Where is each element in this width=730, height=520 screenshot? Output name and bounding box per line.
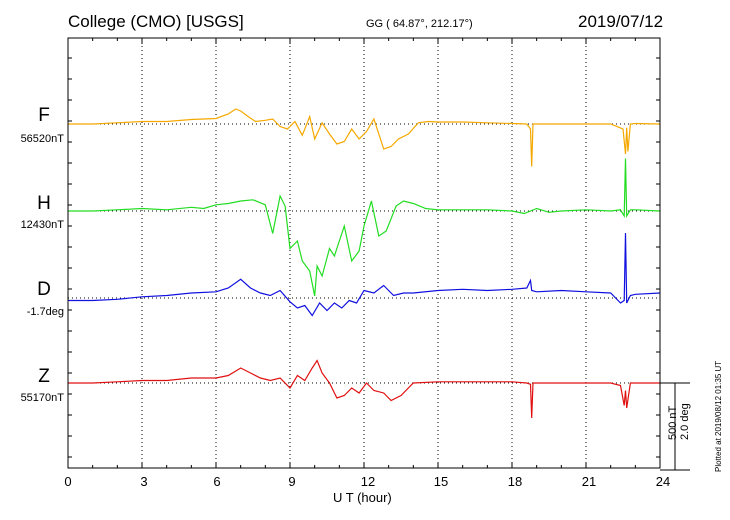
x-axis-label: U T (hour) [333, 490, 392, 505]
x-tick-label: 3 [140, 474, 148, 489]
baseline-label-H: 12430nT [20, 219, 64, 231]
series-group [68, 108, 661, 419]
series-line-D [68, 232, 661, 317]
x-tick-label: 0 [64, 474, 72, 489]
series-line-F [68, 108, 661, 167]
scale-bar [660, 382, 690, 471]
plot-frame [67, 37, 661, 469]
x-tick-label: 12 [360, 474, 376, 489]
x-tick-label: 9 [288, 474, 296, 489]
baseline-lines [68, 123, 660, 384]
label-H: H [37, 193, 51, 214]
x-tick-label: 6 [213, 474, 221, 489]
x-tick-label: 21 [581, 474, 597, 489]
baseline-label-D: -1.7deg [26, 306, 64, 318]
x-tick-label: 24 [655, 474, 671, 489]
date-label: 2019/07/12 [578, 12, 664, 31]
grid-lines [141, 38, 587, 468]
label-D: D [37, 279, 51, 300]
series-line-H [68, 158, 661, 297]
baseline-label-F: 56520nT [20, 133, 64, 145]
coordinates-label: GG ( 64.87°, 212.17°) [366, 18, 473, 30]
x-tick-label: 15 [433, 474, 449, 489]
label-Z: Z [38, 366, 50, 387]
baseline-label-Z: 55170nT [20, 392, 64, 404]
plotted-at-label: Plotted at 2019/08/12 01:35 UT [714, 360, 723, 472]
scale-nt: 500 nT [667, 405, 679, 440]
x-tick-label: 18 [507, 474, 523, 489]
label-F: F [38, 105, 50, 126]
station-title: College (CMO) [USGS] [68, 12, 244, 31]
scale-label: 500 nT 2.0 deg [667, 403, 691, 440]
series-line-Z [68, 359, 660, 419]
scale-deg: 2.0 deg [679, 403, 691, 440]
